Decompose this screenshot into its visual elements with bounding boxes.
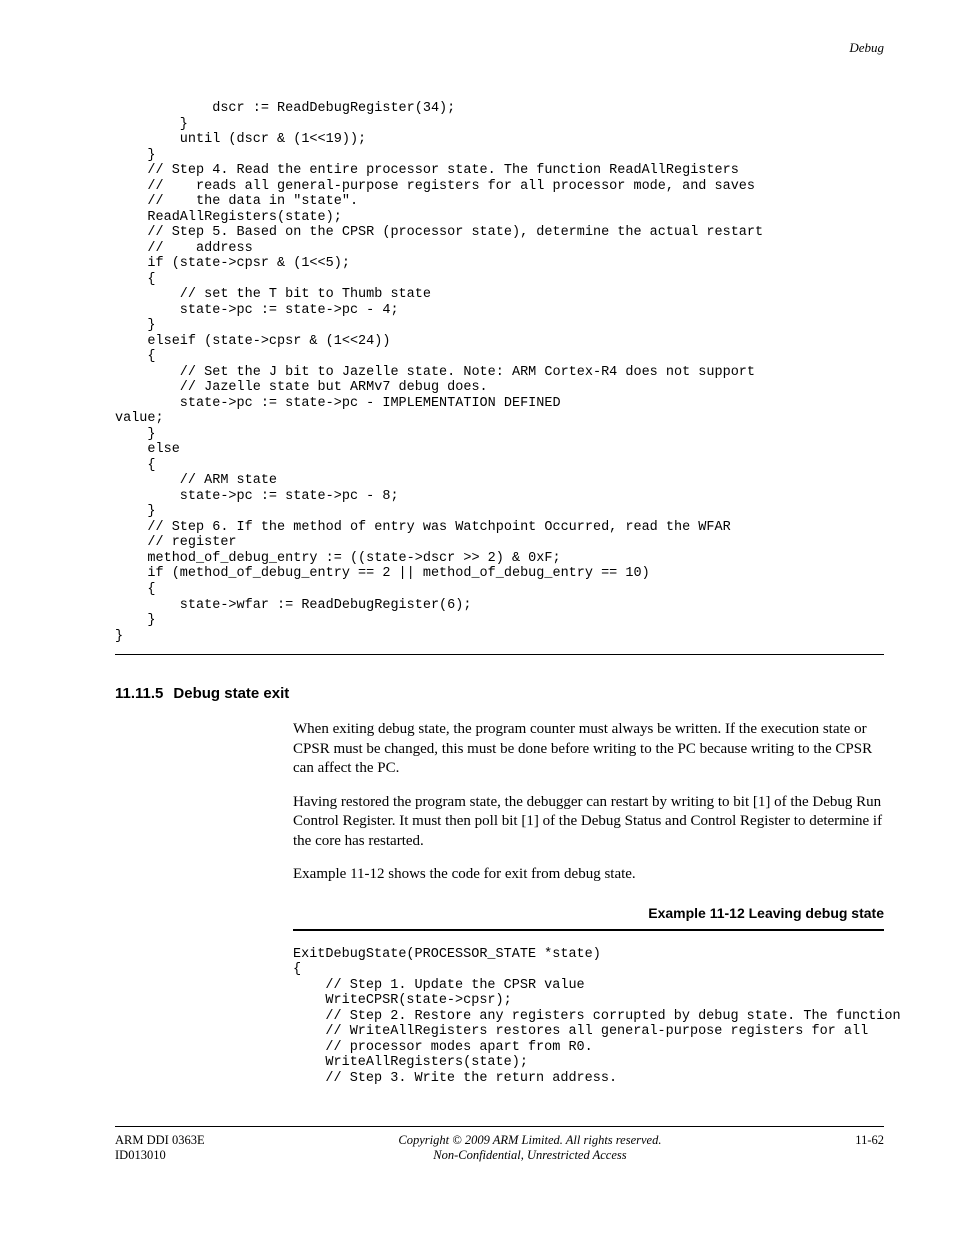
code-block-2: ExitDebugState(PROCESSOR_STATE *state) {…	[293, 947, 884, 1087]
header-label: Debug	[115, 40, 884, 56]
section-heading: 11.11.5 Debug state exit	[115, 685, 884, 702]
footer-copyright: Copyright © 2009 ARM Limited. All rights…	[398, 1133, 661, 1148]
footer-page-number: 11-62	[855, 1133, 884, 1148]
footer: ARM DDI 0363E ID013010 Copyright © 2009 …	[115, 1126, 884, 1163]
footer-center: Copyright © 2009 ARM Limited. All rights…	[398, 1133, 661, 1163]
example-caption: Example 11-12 Leaving debug state	[293, 905, 884, 921]
divider-1	[115, 654, 884, 655]
page-container: Debug dscr := ReadDebugRegister(34); } u…	[0, 0, 954, 1193]
paragraph-2: Having restored the program state, the d…	[293, 793, 884, 852]
footer-left: ARM DDI 0363E ID013010	[115, 1133, 205, 1163]
section-body: When exiting debug state, the program co…	[293, 720, 884, 1086]
spacer	[115, 1096, 884, 1126]
code-block-1: dscr := ReadDebugRegister(34); } until (…	[115, 101, 884, 644]
footer-classification: Non-Confidential, Unrestricted Access	[398, 1148, 661, 1163]
section-title: Debug state exit	[173, 685, 289, 702]
divider-2	[293, 929, 884, 931]
section-number: 11.11.5	[115, 685, 163, 702]
footer-id: ID013010	[115, 1148, 205, 1163]
paragraph-1: When exiting debug state, the program co…	[293, 720, 884, 779]
paragraph-3: Example 11-12 shows the code for exit fr…	[293, 865, 884, 885]
footer-doc-id: ARM DDI 0363E	[115, 1133, 205, 1148]
footer-right: 11-62	[855, 1133, 884, 1163]
